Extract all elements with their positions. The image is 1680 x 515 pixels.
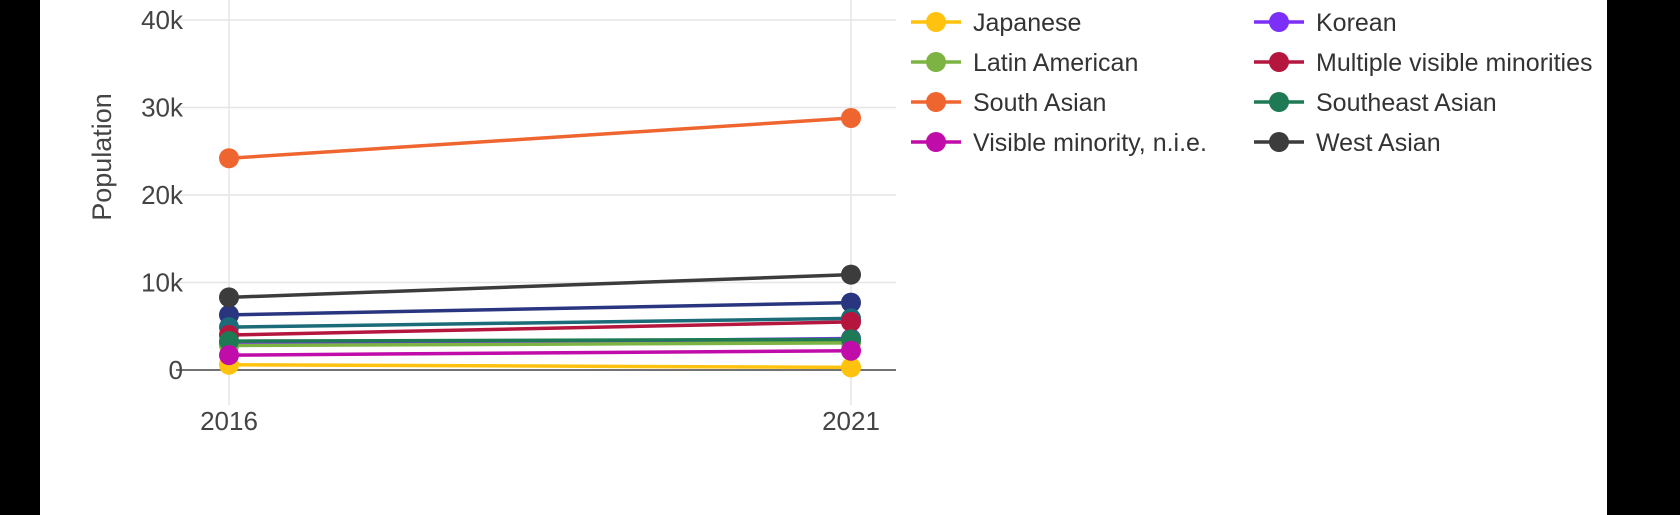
y-tick-label: 10k (141, 268, 184, 298)
series-point (219, 331, 239, 352)
legend-swatch-marker (1269, 132, 1289, 152)
series-line (228, 363, 852, 370)
legend-item: Visible minority, n.i.e. (911, 129, 1207, 157)
series-layer (219, 108, 861, 378)
legend-item: West Asian (1254, 129, 1441, 157)
legend-label: Latin American (973, 49, 1138, 77)
series (219, 354, 861, 378)
legend-label: West Asian (1316, 129, 1441, 157)
legend-label: Visible minority, n.i.e. (973, 129, 1207, 157)
series-line (228, 316, 852, 329)
legend-item: Multiple visible minorities (1254, 49, 1592, 77)
series-point (841, 264, 861, 285)
y-tick-label: 40k (141, 5, 184, 35)
legend-item: Japanese (911, 9, 1081, 37)
series-line (228, 337, 852, 343)
legend-label: Multiple visible minorities (1316, 49, 1592, 77)
legend-label: Korean (1316, 9, 1397, 37)
x-tick-label: 2021 (822, 406, 880, 436)
series (219, 108, 861, 169)
series (219, 340, 861, 366)
y-tick-label: 20k (141, 180, 184, 210)
y-tick-label: 0 (169, 355, 183, 385)
legend-swatch-marker (1269, 92, 1289, 112)
legend-label: South Asian (973, 89, 1106, 117)
series-point (841, 340, 861, 361)
legend: Japanese Korean Latin American Multiple vis… (911, 9, 1592, 157)
legend-swatch-marker (926, 132, 946, 152)
series-point (841, 357, 861, 378)
series-point (219, 287, 239, 308)
series-line (228, 320, 852, 337)
y-axis-label: Population (87, 93, 117, 221)
legend-item: South Asian (911, 89, 1106, 117)
series-line (228, 300, 852, 317)
series-point (219, 345, 239, 366)
chart-panel (40, 0, 1607, 515)
y-tick-label: 30k (141, 93, 184, 123)
legend-item: Latin American (911, 49, 1138, 77)
y-tick-labels: 0 10k 20k 30k 40k (141, 5, 184, 385)
legend-item: Southeast Asian (1254, 89, 1497, 117)
legend-swatch-marker (926, 52, 946, 72)
legend-swatch-marker (926, 92, 946, 112)
legend-swatch-marker (1269, 52, 1289, 72)
series-line (228, 116, 852, 160)
series (219, 264, 861, 308)
legend-item: Korean (1254, 9, 1397, 37)
series-line (228, 341, 852, 348)
x-tick-labels: 2016 2021 (200, 406, 880, 436)
legend-label: Japanese (973, 9, 1081, 37)
legend-label: Southeast Asian (1316, 89, 1497, 117)
series-point (841, 311, 861, 332)
series-point (219, 148, 239, 169)
legend-swatch-marker (1269, 12, 1289, 32)
series-line (228, 272, 852, 300)
series-line (228, 349, 852, 357)
x-tick-label: 2016 (200, 406, 258, 436)
legend-swatch-marker (926, 12, 946, 32)
series-point (841, 108, 861, 128)
series-point (841, 292, 861, 313)
